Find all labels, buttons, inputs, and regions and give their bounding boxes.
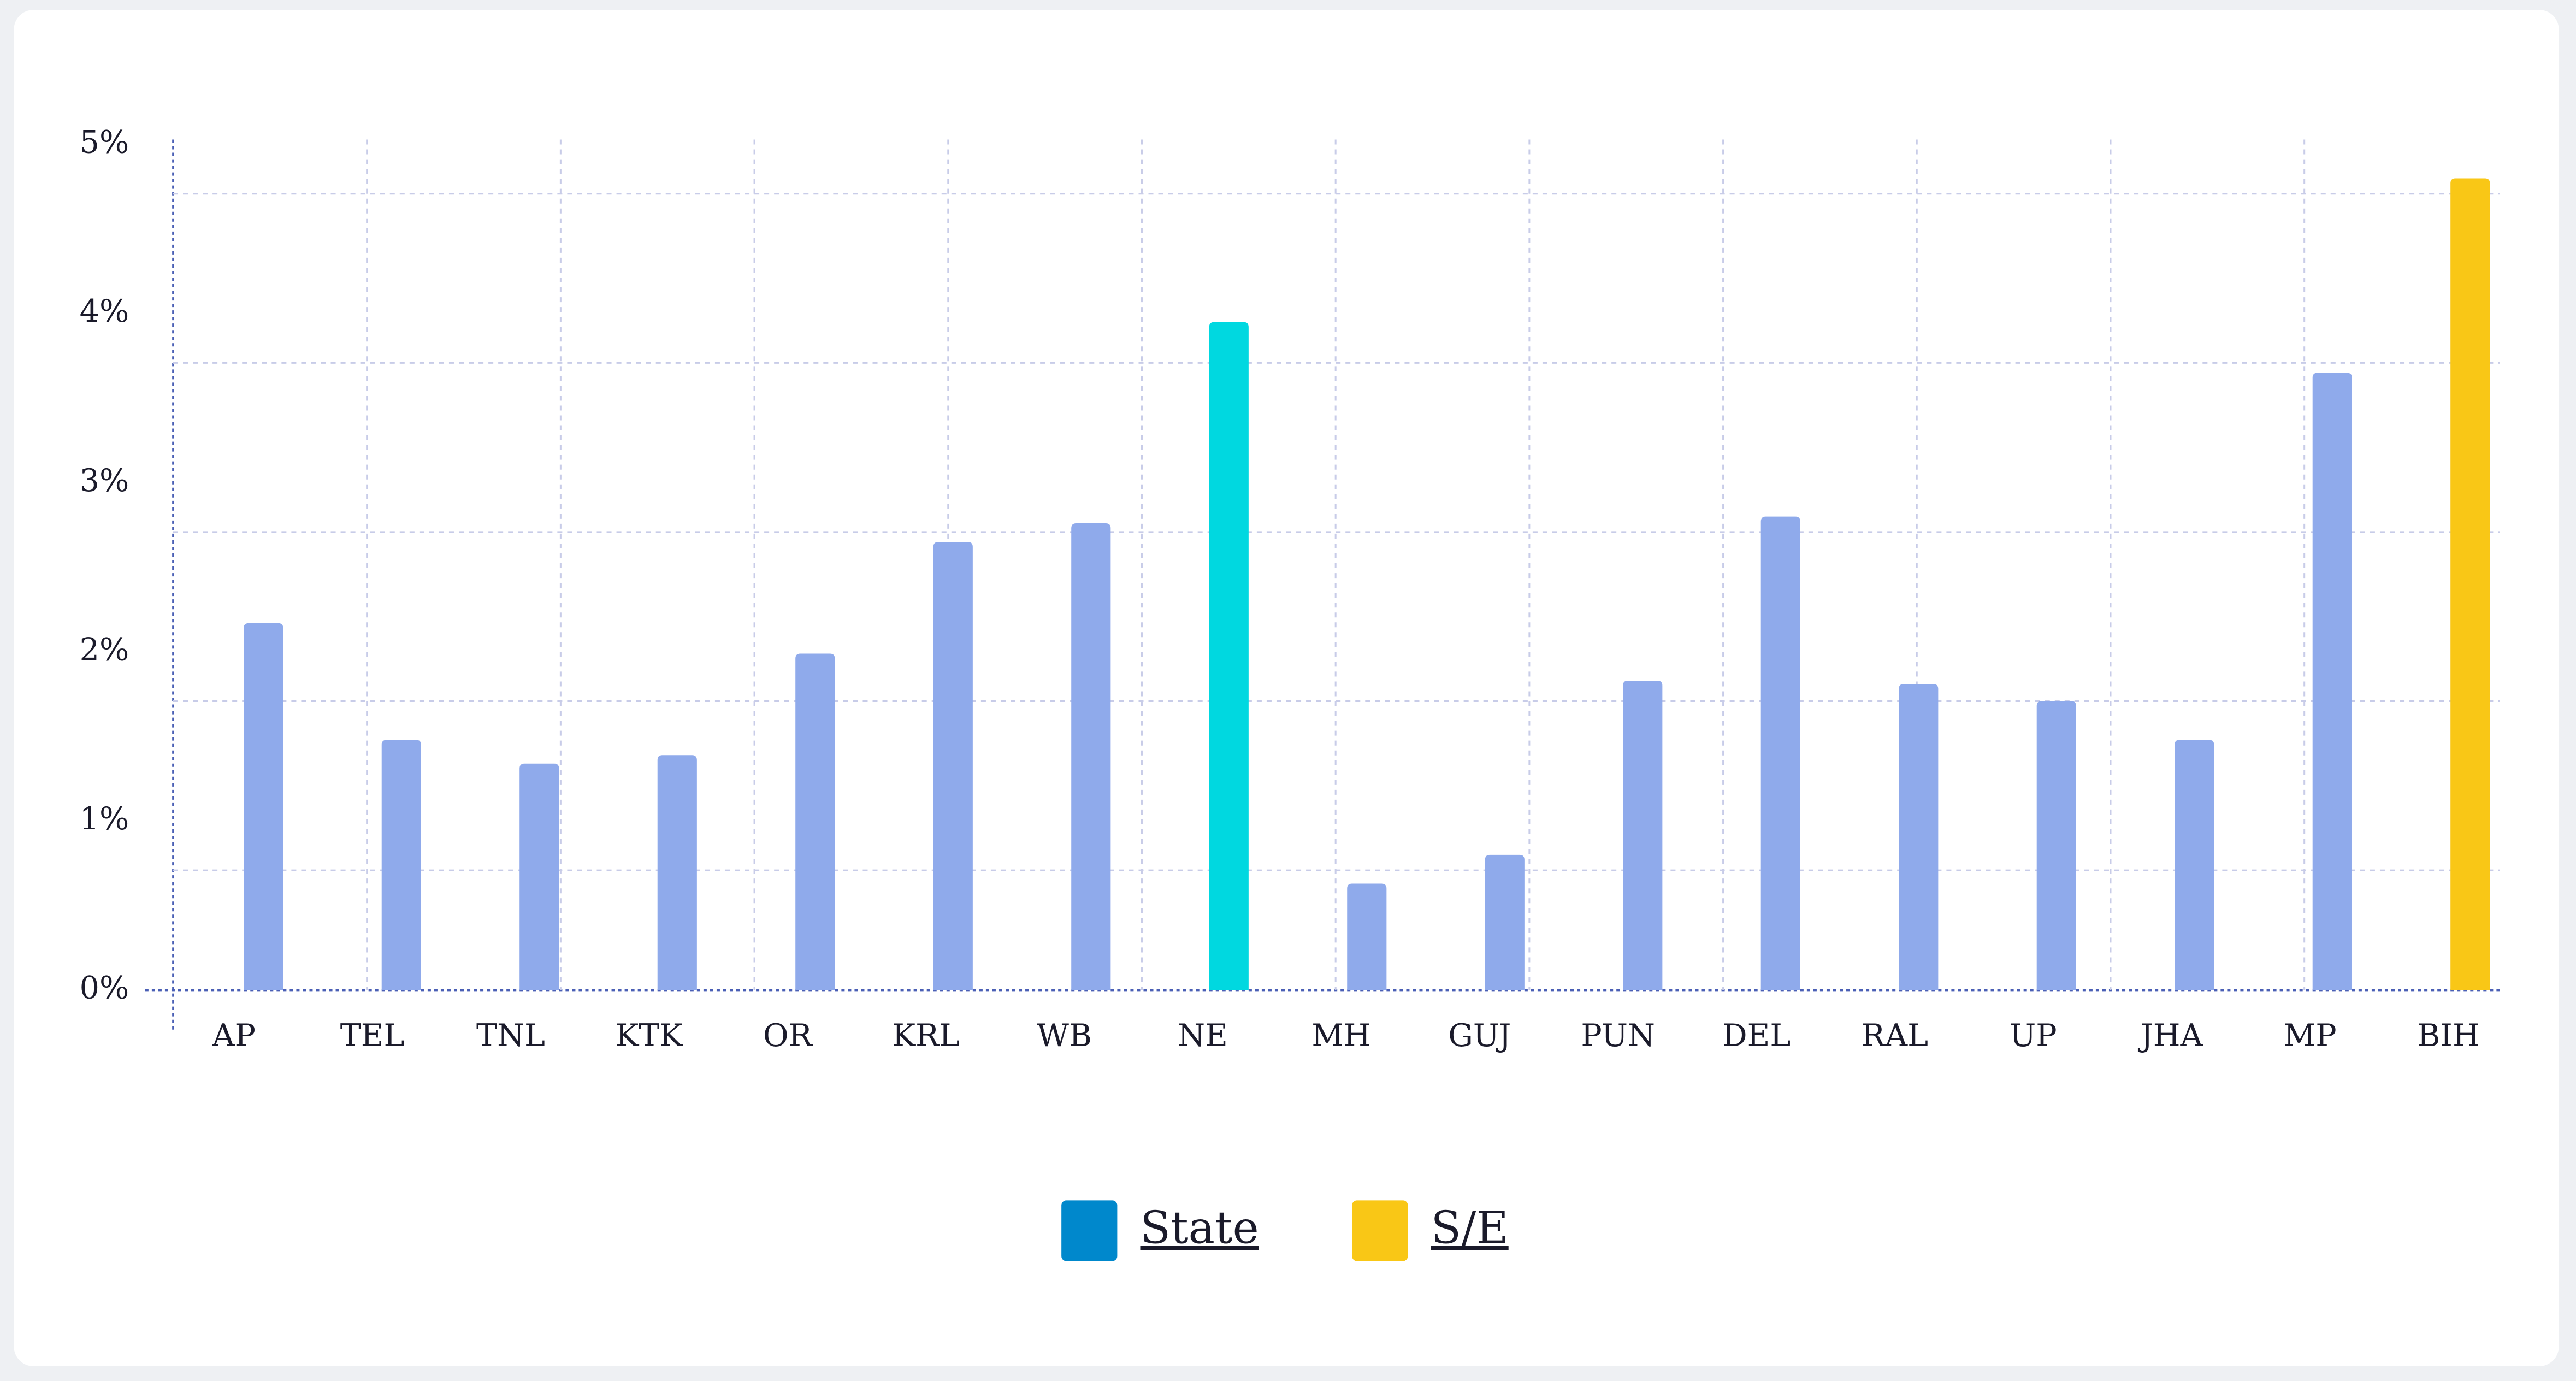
bar (795, 653, 835, 990)
legend-label: State (1140, 1202, 1259, 1254)
y-tick-label: 0% (80, 970, 129, 1006)
bar (657, 755, 697, 990)
x-tick-label: RAL (1862, 1018, 1928, 1054)
x-tick-label: KRL (892, 1018, 960, 1054)
bar (2175, 740, 2214, 990)
bar (1623, 680, 1663, 990)
bar (1209, 322, 1249, 990)
x-tick-label: KTK (616, 1018, 684, 1054)
y-tick-label: 5% (80, 125, 129, 161)
bar (2450, 178, 2490, 990)
x-tick-label: PUN (1581, 1018, 1655, 1054)
x-tick-label: AP (211, 1018, 256, 1054)
x-tick-label: WB (1037, 1018, 1092, 1054)
y-tick-label: 3% (80, 463, 129, 499)
x-tick-label: JHA (2138, 1018, 2203, 1054)
x-tick-label: MP (2284, 1018, 2337, 1054)
x-tick-label: BIH (2417, 1018, 2479, 1054)
bar (2312, 373, 2352, 990)
x-tick-label: NE (1178, 1018, 1228, 1054)
bar (933, 542, 973, 990)
x-tick-label: OR (763, 1018, 813, 1054)
x-tick-label: UP (2010, 1018, 2057, 1054)
x-tick-label: TNL (476, 1018, 545, 1054)
bar (2036, 701, 2076, 990)
legend-label: S/E (1431, 1202, 1509, 1254)
y-tick-label: 4% (80, 293, 129, 329)
legend-swatch (1352, 1200, 1408, 1261)
bar (1071, 523, 1111, 990)
bar (381, 740, 421, 990)
legend-swatch (1061, 1200, 1118, 1261)
bar (1485, 854, 1525, 990)
bar (1760, 516, 1800, 990)
y-tick-label: 1% (80, 801, 129, 837)
x-tick-label: TEL (340, 1018, 405, 1054)
x-tick-label: DEL (1722, 1018, 1791, 1054)
x-tick-label: MH (1311, 1018, 1370, 1054)
bar (1347, 883, 1387, 990)
bar (519, 763, 559, 990)
bar (244, 623, 283, 990)
x-tick-label: GUJ (1448, 1018, 1511, 1054)
card (14, 10, 2559, 1366)
y-tick-label: 2% (80, 632, 129, 668)
bar (1899, 684, 1939, 990)
